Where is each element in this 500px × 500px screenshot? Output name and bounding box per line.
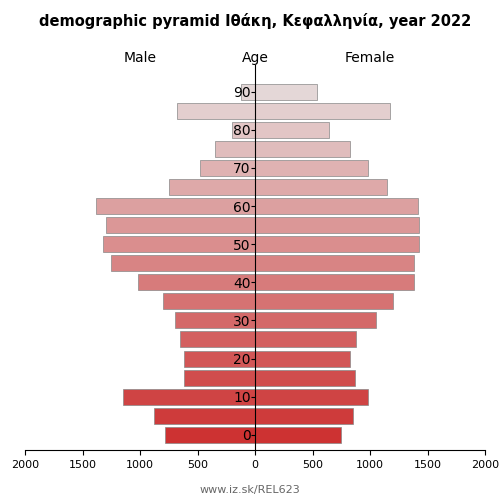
Bar (154, 408, 255, 424)
Bar (255, 255, 414, 271)
Bar (255, 179, 387, 195)
Bar (138, 274, 255, 290)
Text: Age: Age (242, 51, 268, 65)
Bar (169, 179, 255, 195)
Bar (96, 198, 255, 214)
Bar (255, 294, 393, 310)
Bar (255, 102, 390, 118)
Bar (123, 388, 255, 404)
Bar (255, 332, 356, 347)
Bar (255, 217, 420, 233)
Bar (255, 122, 328, 138)
Bar (255, 408, 353, 424)
Bar (215, 141, 255, 157)
Text: Male: Male (124, 51, 156, 65)
Bar (177, 102, 255, 118)
Bar (174, 312, 255, 328)
Bar (200, 160, 255, 176)
Bar (166, 426, 255, 443)
Bar (255, 426, 341, 443)
Bar (184, 370, 255, 386)
Bar (255, 370, 355, 386)
Bar (255, 312, 376, 328)
Text: Female: Female (345, 51, 395, 65)
Bar (111, 255, 255, 271)
Bar (255, 350, 350, 366)
Bar (184, 350, 255, 366)
Bar (255, 160, 368, 176)
Title: demographic pyramid Ιθάκη, Κεφαλληνία, year 2022: demographic pyramid Ιθάκη, Κεφαλληνία, y… (39, 13, 471, 29)
Bar (255, 141, 350, 157)
Bar (255, 84, 317, 100)
Bar (255, 274, 414, 290)
Bar (255, 236, 420, 252)
Bar (255, 198, 418, 214)
Bar (232, 122, 255, 138)
Bar (103, 236, 255, 252)
Bar (241, 84, 255, 100)
Bar (180, 332, 255, 347)
Text: www.iz.sk/REL623: www.iz.sk/REL623 (200, 485, 300, 495)
Bar (106, 217, 255, 233)
Bar (163, 294, 255, 310)
Bar (255, 388, 368, 404)
